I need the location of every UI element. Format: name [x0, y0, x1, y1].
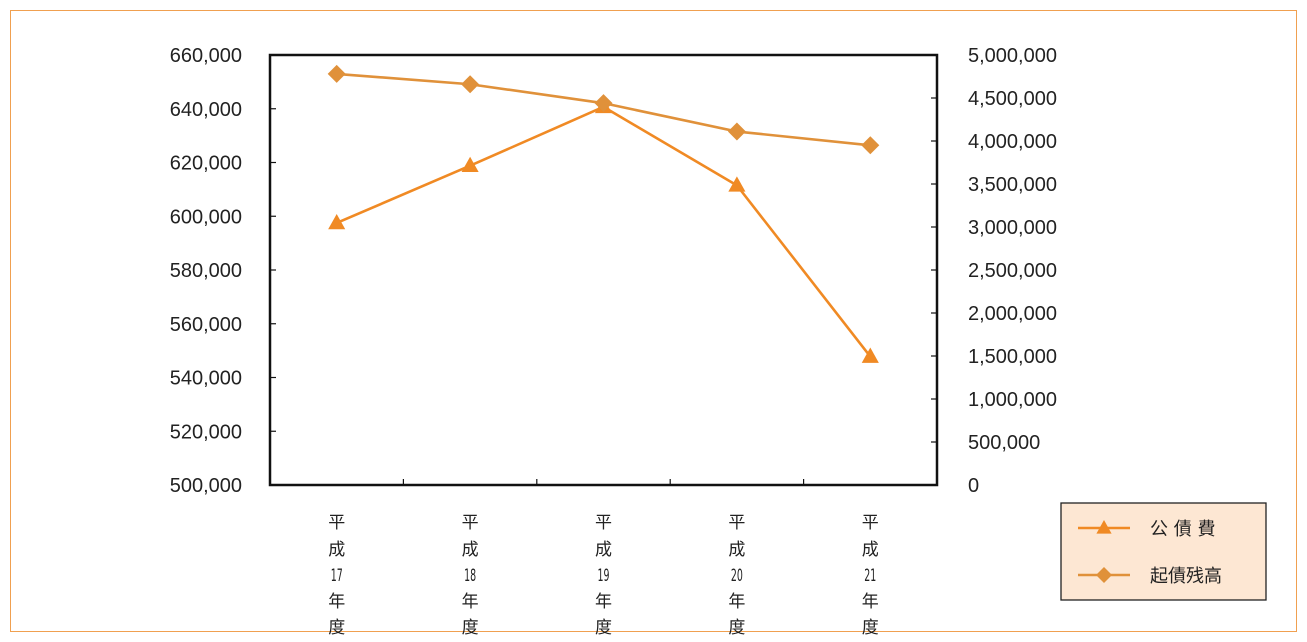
category-label-char: 平: [862, 513, 879, 533]
series-layer: [327, 64, 880, 363]
right-axis-ticks: 0 500,000 1,000,000 1,500,000 2,000,000 2,500…: [968, 45, 1057, 497]
category-label-char: 年: [728, 592, 745, 612]
category-label-char: 平: [595, 513, 612, 533]
legend-item: 公 債 費: [1078, 519, 1215, 540]
right-tick-label: 4,500,000: [968, 88, 1057, 110]
category-label-char: 成: [728, 540, 745, 560]
right-tick-label: 1,000,000: [968, 389, 1057, 411]
legend-label: 起債残高: [1150, 566, 1222, 587]
diamond-marker: [327, 64, 346, 83]
right-tick-label: 5,000,000: [968, 45, 1057, 67]
category-label-char: 度: [462, 618, 479, 638]
left-axis-ticks: 500,000 520,000 540,000 560,000 580,000 600,0…: [170, 45, 242, 497]
category-label-char: 度: [862, 618, 879, 638]
category-label-char: 19: [598, 566, 610, 586]
axis-tick-marks: [270, 97, 937, 485]
category-label: 平成 21 年度: [862, 513, 879, 638]
right-tick-label: 3,000,000: [968, 217, 1057, 239]
category-label-char: 年: [595, 592, 612, 612]
plot-area: [268, 53, 939, 487]
category-label-char: 平: [462, 513, 479, 533]
category-label-char: 年: [862, 592, 879, 612]
category-label-char: 20: [731, 566, 743, 586]
series-kisai-zandaka: [327, 64, 880, 155]
right-tick-label: 3,500,000: [968, 174, 1057, 196]
category-label-char: 17: [331, 566, 343, 586]
right-tick-label: 2,500,000: [968, 260, 1057, 282]
triangle-marker: [328, 213, 346, 230]
left-tick-label: 620,000: [170, 153, 242, 175]
left-tick-label: 500,000: [170, 475, 242, 497]
left-tick-label: 640,000: [170, 99, 242, 121]
diamond-marker: [594, 94, 613, 113]
category-label-char: 年: [328, 592, 345, 612]
right-tick-label: 4,000,000: [968, 131, 1057, 153]
triangle-marker: [461, 156, 479, 173]
left-tick-label: 560,000: [170, 314, 242, 336]
left-tick-label: 580,000: [170, 260, 242, 282]
left-tick-label: 660,000: [170, 45, 242, 67]
left-tick-label: 520,000: [170, 421, 242, 443]
legend-label: 公 債 費: [1150, 519, 1215, 540]
category-label: 平成 20 年度: [728, 513, 745, 638]
legend-item: 起債残高: [1078, 566, 1222, 587]
triangle-marker: [728, 176, 746, 192]
left-tick-label: 600,000: [170, 206, 242, 228]
category-label: 平成 19 年度: [595, 513, 612, 638]
category-label: 平成 17 年度: [328, 513, 345, 638]
right-tick-label: 1,500,000: [968, 346, 1057, 368]
diamond-marker: [727, 122, 746, 141]
category-label-char: 年: [462, 592, 479, 612]
legend-box: [1060, 502, 1267, 601]
category-label-char: 18: [464, 566, 476, 586]
right-tick-label: 0: [968, 475, 979, 497]
triangle-marker: [1096, 520, 1112, 534]
category-label-char: 平: [328, 513, 345, 533]
diamond-marker: [861, 136, 880, 155]
category-label-char: 成: [462, 540, 479, 560]
category-label-char: 度: [328, 618, 345, 638]
left-tick-label: 540,000: [170, 368, 242, 390]
category-label-char: 平: [728, 513, 745, 533]
diamond-marker: [461, 75, 480, 94]
category-label: 平成 18 年度: [462, 513, 479, 638]
category-label-char: 度: [728, 618, 745, 638]
triangle-marker: [861, 347, 879, 363]
category-label-char: 21: [864, 566, 876, 586]
category-label-char: 成: [862, 540, 879, 560]
category-label-char: 成: [595, 540, 612, 560]
right-tick-label: 2,000,000: [968, 303, 1057, 325]
category-label-char: 成: [328, 540, 345, 560]
diamond-marker: [1096, 567, 1112, 583]
right-tick-label: 500,000: [968, 432, 1040, 454]
category-label-char: 度: [595, 618, 612, 638]
